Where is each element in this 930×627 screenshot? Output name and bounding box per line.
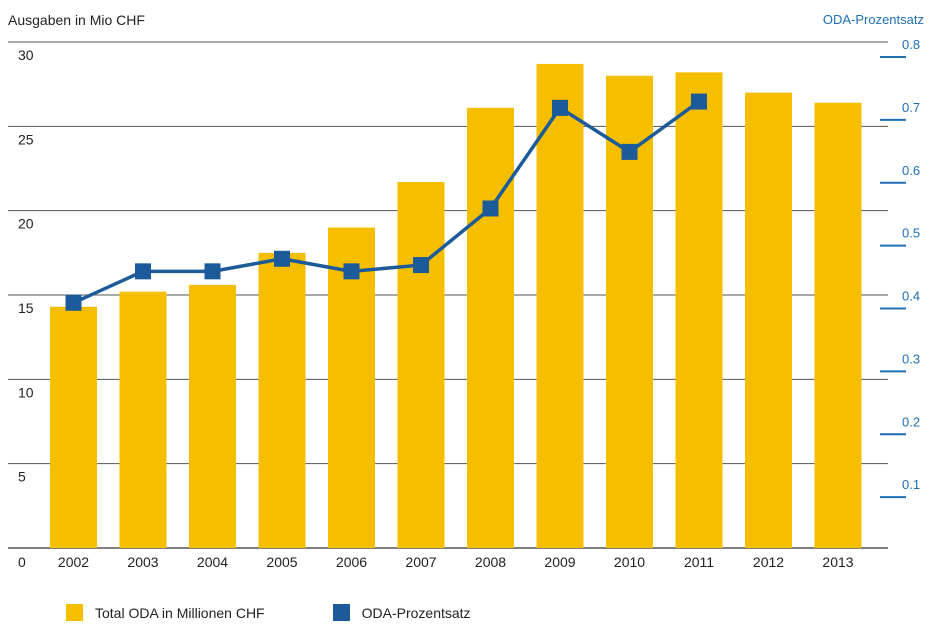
x-tick-label: 2004: [197, 554, 228, 570]
bar: [745, 92, 792, 548]
right-tick-label: 0.8: [902, 37, 920, 52]
bar: [467, 107, 514, 548]
left-tick-label: 5: [18, 469, 26, 485]
oda-line: [72, 100, 701, 305]
line-marker: [691, 93, 707, 110]
right-tick-label: 0.4: [902, 289, 920, 304]
bar: [258, 252, 306, 549]
left-axis-title: Ausgaben in Mio CHF: [8, 12, 145, 28]
x-tick-label: 2012: [753, 554, 784, 570]
x-tick-label: 2013: [822, 554, 853, 570]
bar: [189, 284, 236, 548]
line-marker: [413, 257, 429, 274]
bar: [675, 72, 723, 549]
right-tick-label: 0.3: [902, 351, 920, 366]
right-tick-label: 0.7: [902, 100, 920, 115]
right-tick-label: 0.6: [902, 163, 920, 178]
bar: [50, 306, 97, 548]
left-tick-label: 25: [18, 131, 34, 147]
legend-label-bars: Total ODA in Millionen CHF: [95, 604, 265, 621]
left-tick-label: 30: [18, 47, 34, 63]
x-tick-label: 2005: [266, 554, 297, 570]
x-tick-label: 2008: [475, 554, 506, 570]
line-marker: [135, 263, 151, 280]
right-tick-label: 0.1: [902, 477, 920, 492]
left-tick-label: 20: [18, 216, 34, 232]
legend-item-bars: Total ODA in Millionen CHF: [66, 604, 265, 621]
line-marker: [343, 263, 360, 280]
right-tick-label: 0.5: [902, 226, 920, 241]
left-tick-label: 15: [18, 300, 34, 316]
right-axis-title: ODA-Prozentsatz: [822, 12, 924, 27]
legend-swatch-line: [332, 604, 350, 621]
legend-swatch-bars: [66, 604, 83, 621]
legend-item-line: ODA-Prozentsatz: [332, 604, 471, 621]
line-marker: [274, 250, 290, 267]
bar: [119, 291, 167, 548]
bar: [328, 227, 375, 549]
right-tick-label: 0.2: [902, 414, 920, 429]
line-marker: [552, 99, 568, 116]
bar: [536, 63, 584, 548]
bar: [397, 181, 445, 548]
line-marker: [482, 200, 499, 217]
x-tick-label: 2007: [405, 554, 436, 570]
line-marker: [621, 143, 638, 160]
left-tick-label: 0: [18, 554, 26, 570]
x-tick-label: 2009: [544, 554, 575, 570]
x-tick-label: 2011: [684, 554, 714, 570]
bar: [814, 102, 862, 548]
legend-label-line: ODA-Prozentsatz: [361, 604, 471, 621]
x-tick-label: 2010: [614, 554, 645, 570]
left-tick-label: 10: [18, 384, 34, 400]
legend: Total ODA in Millionen CHF ODA-Prozentsa…: [66, 604, 539, 621]
x-tick-label: 2006: [336, 554, 367, 570]
x-tick-label: 2002: [58, 554, 89, 570]
x-tick-label: 2003: [127, 554, 158, 570]
line-marker: [65, 294, 82, 311]
line-marker: [204, 263, 221, 280]
